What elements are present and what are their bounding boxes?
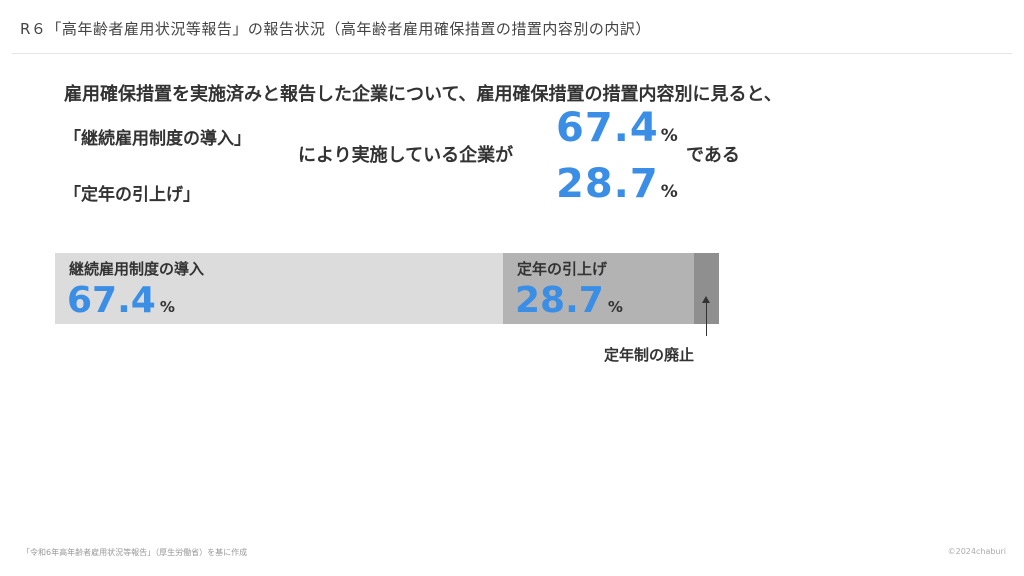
summary-item1-value: 67.4%: [556, 105, 678, 151]
summary-middle-text: により実施している企業が: [298, 145, 514, 166]
bar-segment-unit: %: [159, 298, 175, 316]
summary-trailing-text: である: [686, 145, 740, 166]
callout-arrow-head: [702, 296, 710, 303]
summary-item1-label: 「継続雇用制度の導入」: [64, 129, 251, 149]
bar-segment-label: 継続雇用制度の導入: [69, 260, 205, 278]
callout-label: 定年制の廃止: [604, 346, 695, 364]
stacked-bar-chart: 継続雇用制度の導入 67.4% 定年の引上げ 28.7%: [55, 253, 719, 324]
summary-headline: 雇用確保措置を実施済みと報告した企業について、雇用確保措置の措置内容別に見ると、: [64, 84, 782, 105]
bar-segment-value: 67.4%: [67, 280, 175, 321]
bar-segment-2: 定年の引上げ 28.7%: [503, 253, 694, 324]
header-divider: [12, 53, 1012, 54]
summary-item2-value: 28.7%: [556, 161, 678, 207]
bar-segment-unit: %: [607, 298, 623, 316]
bar-segment-1: 継続雇用制度の導入 67.4%: [55, 253, 503, 324]
callout-arrow-line: [706, 300, 707, 336]
bar-segment-value: 28.7%: [515, 280, 623, 321]
summary-item2-unit: %: [660, 182, 678, 202]
credit: ©2024chaburi: [947, 547, 1006, 556]
bar-segment-label: 定年の引上げ: [517, 260, 608, 278]
summary-item2-label: 「定年の引上げ」: [64, 185, 200, 205]
source-note: 「令和6年高年齢者雇用状況等報告」（厚生労働省）を基に作成: [22, 548, 248, 557]
page-title: R６「高年齢者雇用状況等報告」の報告状況（高年齢者雇用確保措置の措置内容別の内訳…: [20, 20, 651, 38]
summary-item1-unit: %: [660, 126, 678, 146]
